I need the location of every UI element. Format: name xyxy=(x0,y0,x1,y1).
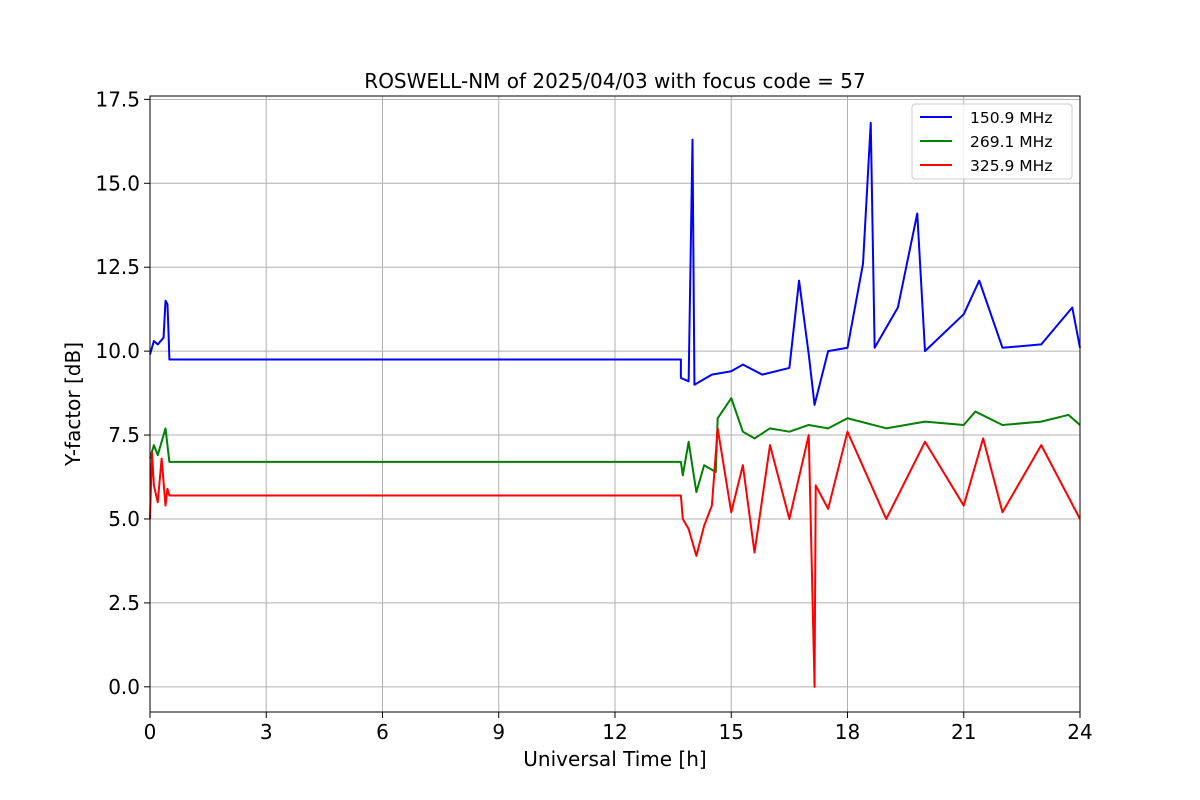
series-line-325-9-mhz xyxy=(149,427,1081,688)
legend-label: 269.1 MHz xyxy=(970,133,1052,151)
legend-box xyxy=(911,103,1073,180)
x-tick-label: 18 xyxy=(835,720,860,744)
series-line-269-1-mhz xyxy=(149,397,1081,494)
x-tick-label: 6 xyxy=(376,720,389,744)
y-tick-label: 0.0 xyxy=(108,675,140,699)
y-tick-label: 12.5 xyxy=(95,255,140,279)
x-tick-label: 3 xyxy=(260,720,273,744)
y-tick-label: 5.0 xyxy=(108,507,140,531)
y-tick-label: 15.0 xyxy=(95,171,140,195)
chart-title: ROSWELL-NM of 2025/04/03 with focus code… xyxy=(364,69,865,93)
x-tick-label: 15 xyxy=(719,720,744,744)
legend: 150.9 MHz 269.1 MHz 325.9 MHz xyxy=(911,103,1073,180)
y-tick-label: 7.5 xyxy=(108,423,140,447)
series-lines xyxy=(149,121,1081,688)
x-tick-label: 21 xyxy=(951,720,976,744)
y-tick-label: 10.0 xyxy=(95,339,140,363)
legend-label: 150.9 MHz xyxy=(970,109,1052,127)
grid xyxy=(149,96,1081,712)
x-tick-label: 9 xyxy=(492,720,505,744)
legend-label: 325.9 MHz xyxy=(970,157,1052,175)
axis-ticks: 0 3 6 9 12 15 18 21 24 0.0 2.5 5.0 7.5 10.0 12.5 15.0 17… xyxy=(95,87,1092,744)
series-line-150-9-mhz xyxy=(149,121,1081,406)
y-axis-label: Y-factor [dB] xyxy=(61,342,85,467)
x-axis-label: Universal Time [h] xyxy=(523,747,706,771)
y-tick-label: 2.5 xyxy=(108,591,140,615)
x-tick-label: 0 xyxy=(144,720,157,744)
y-tick-label: 17.5 xyxy=(95,87,140,111)
x-tick-label: 24 xyxy=(1067,720,1092,744)
x-tick-label: 12 xyxy=(602,720,627,744)
